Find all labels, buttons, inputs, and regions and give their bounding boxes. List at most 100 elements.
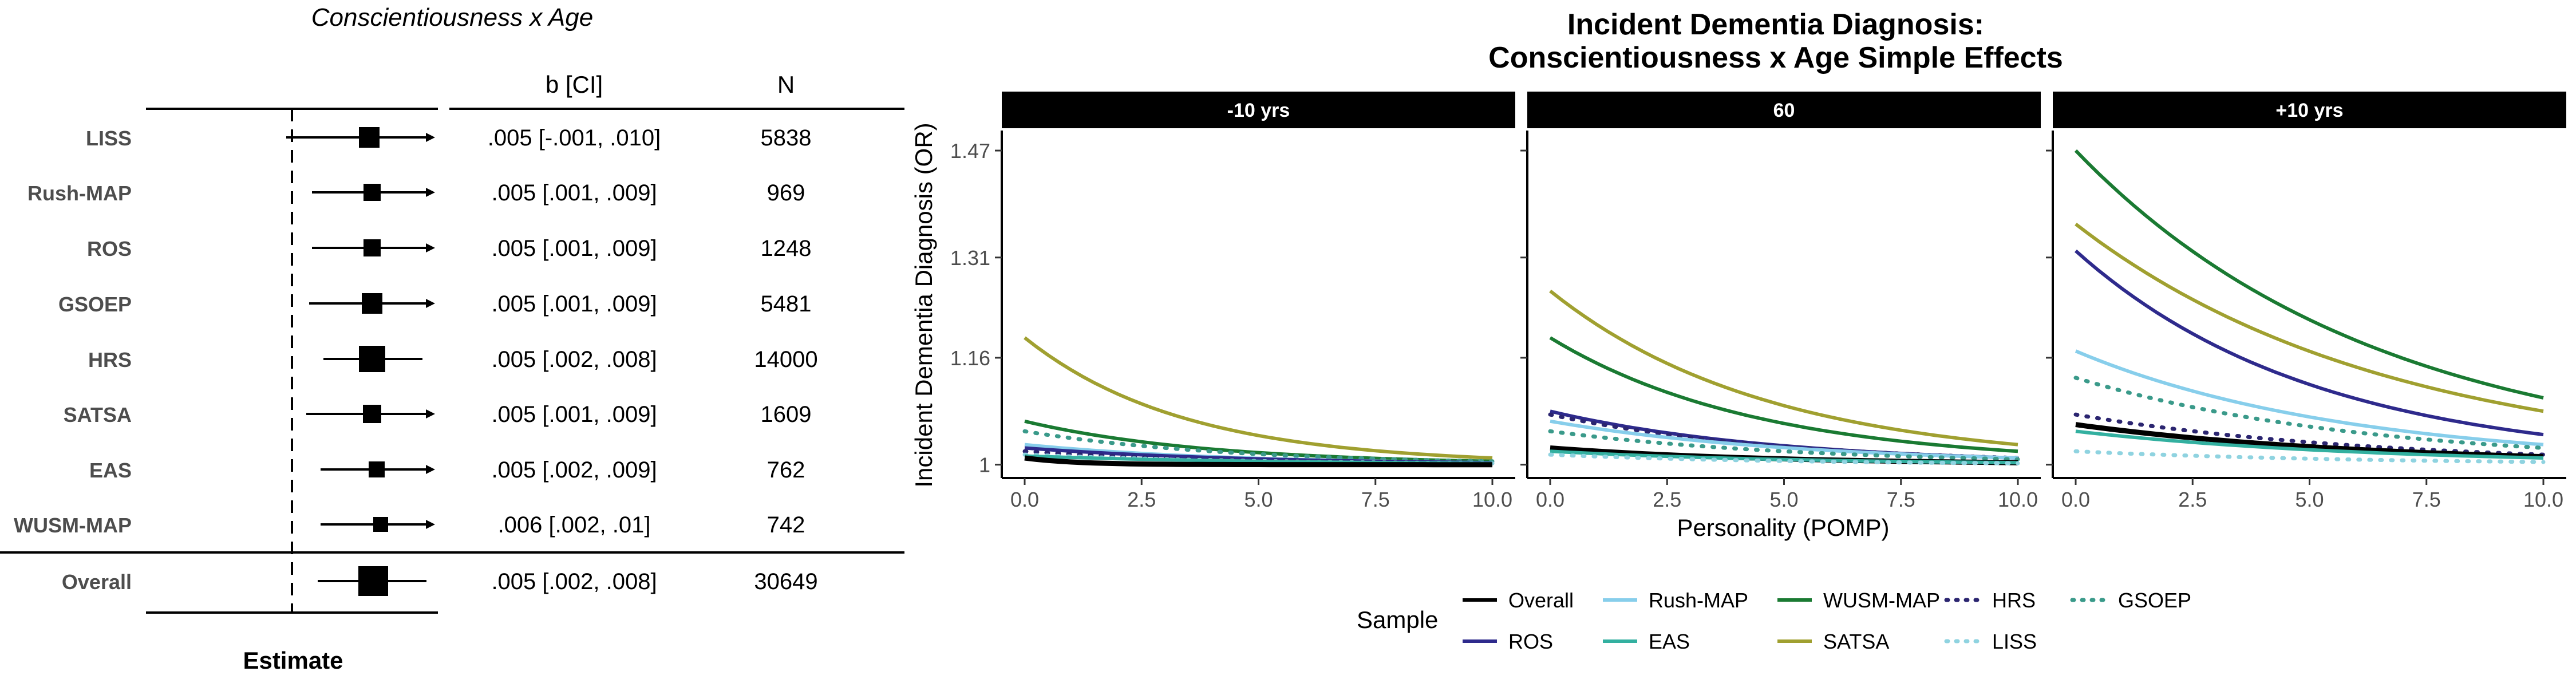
forest-row-estimate: .005 [.001, .009] [491, 402, 657, 427]
series-line-satsa [1549, 289, 2018, 447]
legend-entry-satsa: SATSA [1777, 630, 1889, 653]
facet-strip [2053, 92, 2566, 128]
facet-3: +10 yrs 0.0 2.5 5.0 7.5 10.0 [2046, 92, 2566, 511]
forest-plot: Conscientiousness x Age b [CI] N Estimat… [0, 3, 904, 674]
legend-entry-hrs: HRS [1944, 589, 2036, 612]
facet-strip [1002, 92, 1515, 128]
series-line-overall [1024, 455, 1492, 468]
forest-row-overall: Overall .005 [.002, .008] 30649 [62, 566, 818, 596]
forest-row-hrs: HRS .005 [.002, .008] 14000 [88, 346, 818, 372]
series-line-satsa [1024, 336, 1493, 460]
series-line-satsa [2075, 223, 2544, 413]
facet-2: 60 0.0 2.5 5.0 7.5 10.0 [1520, 92, 2041, 511]
facet-strip-label: -10 yrs [1227, 100, 1290, 121]
forest-row-n: 14000 [754, 347, 817, 372]
forest-row-estimate: .005 [-.001, .010] [488, 125, 661, 151]
forest-row-label: EAS [89, 459, 132, 482]
x-tick-label: 7.5 [2412, 488, 2441, 511]
forest-point-square [358, 566, 388, 596]
x-tick-label: 5.0 [1769, 488, 1798, 511]
forest-row-n: 762 [767, 457, 805, 483]
forest-row-estimate: .005 [.002, .008] [491, 347, 657, 372]
forest-row-n: 5481 [761, 291, 812, 317]
legend-label: EAS [1649, 630, 1690, 653]
series-line-ros [2075, 249, 2544, 437]
facet-strip-label: 60 [1773, 100, 1795, 121]
forest-col-header-n: N [777, 71, 795, 98]
legend-items: Overall Rush-MAP WUSM-MAP HRS GSOEP ROS EAS SAT… [1463, 589, 2191, 653]
chart-subtitle: Conscientiousness x Age Simple Effects [1488, 41, 2063, 74]
forest-row-estimate: .006 [.002, .01] [498, 512, 651, 538]
x-tick-label: 10.0 [1472, 488, 1512, 511]
legend-entry-rush-map: Rush-MAP [1603, 589, 1748, 612]
facet-strip [1527, 92, 2041, 128]
y-axis-label: Incident Dementia Diagnosis (OR) [910, 123, 937, 487]
legend-entry-ros: ROS [1463, 630, 1553, 653]
forest-row-n: 969 [767, 180, 805, 206]
forest-point-square [359, 127, 380, 148]
forest-row-n: 1248 [761, 236, 812, 261]
legend-label: ROS [1508, 630, 1553, 653]
forest-row-n: 1609 [761, 402, 812, 427]
forest-point-square [362, 293, 382, 314]
forest-row-label: WUSM-MAP [14, 514, 132, 537]
legend-entry-eas: EAS [1603, 630, 1690, 653]
forest-row-estimate: .005 [.001, .009] [491, 180, 657, 206]
x-tick-label: 2.5 [2178, 488, 2207, 511]
forest-point-square [364, 239, 381, 256]
series-line-liss [2073, 449, 2546, 464]
facet-1: -10 yrs 1 1.16 1.31 1.47 0.0 2.5 5.0 7.5 10.0 [950, 92, 1515, 511]
legend-label: Rush-MAP [1649, 589, 1748, 612]
forest-rows: LISS .005 [-.001, .010] 5838 Rush-MAP .005 [… [0, 108, 904, 614]
facet-strip-label: +10 yrs [2275, 100, 2343, 121]
x-tick-label: 5.0 [2295, 488, 2324, 511]
series-line-wusm-map [2074, 149, 2544, 400]
forest-row-n: 5838 [761, 125, 812, 151]
forest-row-wusm-map: WUSM-MAP .006 [.002, .01] 742 [14, 512, 805, 538]
x-tick-label: 0.0 [1010, 488, 1039, 511]
series-line-eas [2075, 429, 2544, 460]
forest-title: Conscientiousness x Age [311, 3, 593, 31]
forest-row-label: SATSA [64, 403, 132, 427]
forest-x-label: Estimate [243, 647, 343, 674]
forest-row-gsoep: GSOEP .005 [.001, .009] 5481 [58, 291, 812, 317]
y-tick-label: 1.16 [950, 346, 990, 370]
forest-ci-arrow [426, 243, 435, 252]
forest-row-estimate: .005 [.002, .009] [491, 457, 657, 483]
forest-row-estimate: .005 [.002, .008] [491, 569, 657, 594]
forest-point-square [369, 461, 385, 477]
forest-ci-arrow [426, 409, 435, 418]
forest-row-liss: LISS .005 [-.001, .010] 5838 [86, 125, 812, 151]
legend-label: LISS [1992, 630, 2037, 653]
forest-row-label: GSOEP [58, 293, 132, 316]
x-tick-label: 7.5 [1361, 488, 1390, 511]
legend-label: Overall [1508, 589, 1574, 612]
legend-entry-wusm-map: WUSM-MAP [1777, 589, 1940, 612]
x-tick-label: 10.0 [1998, 488, 2038, 511]
forest-row-label: LISS [86, 127, 132, 150]
forest-row-label: Rush-MAP [27, 181, 132, 205]
x-tick-label: 0.0 [1536, 488, 1564, 511]
series-line-rush-map [2075, 349, 2544, 447]
x-tick-label: 0.0 [2061, 488, 2090, 511]
forest-point-square [363, 405, 381, 423]
forest-ci-arrow [426, 520, 435, 529]
forest-row-label: Overall [62, 570, 132, 594]
forest-ci-arrow [426, 299, 435, 308]
x-tick-label: 2.5 [1653, 488, 1681, 511]
y-tick-label: 1.47 [950, 139, 990, 163]
series-line-liss [1548, 452, 2020, 465]
series-line-overall [2075, 422, 2544, 460]
legend-label: SATSA [1823, 630, 1889, 653]
series-line-gsoep [1022, 429, 1495, 464]
forest-row-rush-map: Rush-MAP .005 [.001, .009] 969 [27, 180, 805, 206]
series-line-hrs [2073, 412, 2546, 457]
x-axis-label: Personality (POMP) [1677, 514, 1889, 541]
series-line-gsoep [2073, 376, 2546, 450]
forest-row-ros: ROS .005 [.001, .009] 1248 [87, 236, 812, 261]
forest-row-label: HRS [88, 348, 132, 372]
forest-ci-arrow [426, 133, 435, 142]
legend: Sample Overall Rush-MAP WUSM-MAP HRS GSOEP RO… [1357, 589, 2191, 653]
legend-title: Sample [1357, 606, 1438, 633]
